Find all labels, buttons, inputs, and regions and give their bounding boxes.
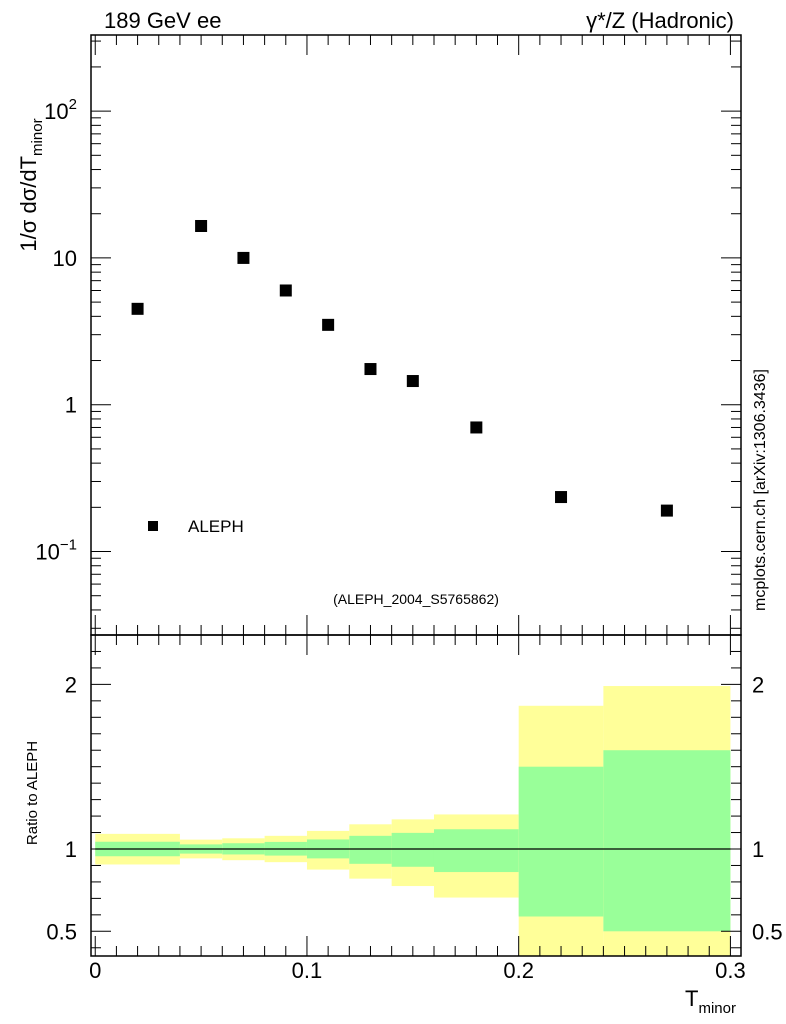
main-ylabel: 1/σ dσ/dTminor bbox=[16, 118, 46, 251]
ratio-xlabel-sub: minor bbox=[698, 1000, 736, 1017]
ratio-xlabel: Tminor bbox=[685, 986, 736, 1017]
analysis-tag: (ALEPH_2004_S5765862) bbox=[333, 591, 499, 607]
data-point bbox=[279, 284, 292, 297]
data-point bbox=[195, 219, 208, 232]
legend: ALEPH bbox=[148, 517, 244, 536]
ratio-ytick-label-left: 0.5 bbox=[46, 919, 77, 944]
legend-label: ALEPH bbox=[188, 517, 244, 536]
main-ytick-base: 10 bbox=[35, 540, 59, 565]
data-point bbox=[237, 251, 250, 264]
data-point bbox=[406, 375, 419, 388]
main-ytick-exp: −1 bbox=[60, 537, 77, 554]
main-ylabel-text: 1/σ dσ/dT bbox=[16, 156, 41, 252]
ratio-band-inner bbox=[349, 835, 392, 864]
ratio-bands bbox=[95, 686, 731, 956]
ratio-band-inner bbox=[518, 766, 604, 917]
ratio-ytick-label-right: 2 bbox=[752, 672, 764, 697]
ratio-xtick-label: 0.3 bbox=[715, 958, 746, 983]
ratio-ytick-label-right: 0.5 bbox=[752, 919, 783, 944]
ratio-ytick-label-left: 2 bbox=[65, 672, 77, 697]
main-ylabel-sub: minor bbox=[29, 118, 46, 156]
ratio-xtick-label: 0.2 bbox=[503, 958, 534, 983]
ratio-xlabel-text: T bbox=[685, 986, 698, 1011]
data-point bbox=[555, 491, 568, 504]
ratio-panel: 0.5 0.5 1 1 2 2 0 0.1 0.2 0.3 Ratio to ALEPH Tmin… bbox=[24, 634, 783, 1017]
data-point bbox=[660, 504, 673, 517]
ratio-xtick-label: 0 bbox=[89, 958, 101, 983]
ratio-band-inner bbox=[603, 750, 731, 932]
main-ytick-base: 1 bbox=[65, 393, 77, 418]
main-ytick-exp: 2 bbox=[69, 96, 77, 113]
legend-marker bbox=[148, 521, 158, 531]
main-ytick-label: 10 bbox=[53, 246, 77, 271]
main-ytick-label: 10−1 bbox=[35, 537, 77, 565]
ratio-axis-ticks: 0.5 0.5 1 1 2 2 0 0.1 0.2 0.3 bbox=[46, 635, 783, 983]
ratio-xtick-label: 0.1 bbox=[292, 958, 323, 983]
header-left: 189 GeV ee bbox=[104, 8, 221, 33]
main-data-points bbox=[131, 219, 673, 517]
ratio-ytick-label-left: 1 bbox=[65, 837, 77, 862]
data-point bbox=[364, 363, 377, 376]
ratio-band-inner bbox=[433, 829, 519, 873]
header-right: γ*/Z (Hadronic) bbox=[586, 8, 734, 33]
side-label: mcplots.cern.ch [arXiv:1306.3436] bbox=[752, 369, 769, 611]
main-ytick-base: 10 bbox=[44, 99, 68, 124]
data-point bbox=[131, 302, 144, 315]
data-point bbox=[470, 421, 483, 434]
ratio-ytick-label-right: 1 bbox=[752, 837, 764, 862]
main-ytick-base: 10 bbox=[53, 246, 77, 271]
main-ytick-label: 102 bbox=[44, 96, 77, 124]
ratio-frame bbox=[90, 634, 742, 957]
data-point bbox=[322, 318, 335, 331]
main-ytick-label: 1 bbox=[65, 393, 77, 418]
ratio-band-inner bbox=[391, 832, 434, 867]
ratio-ylabel: Ratio to ALEPH bbox=[24, 741, 41, 845]
